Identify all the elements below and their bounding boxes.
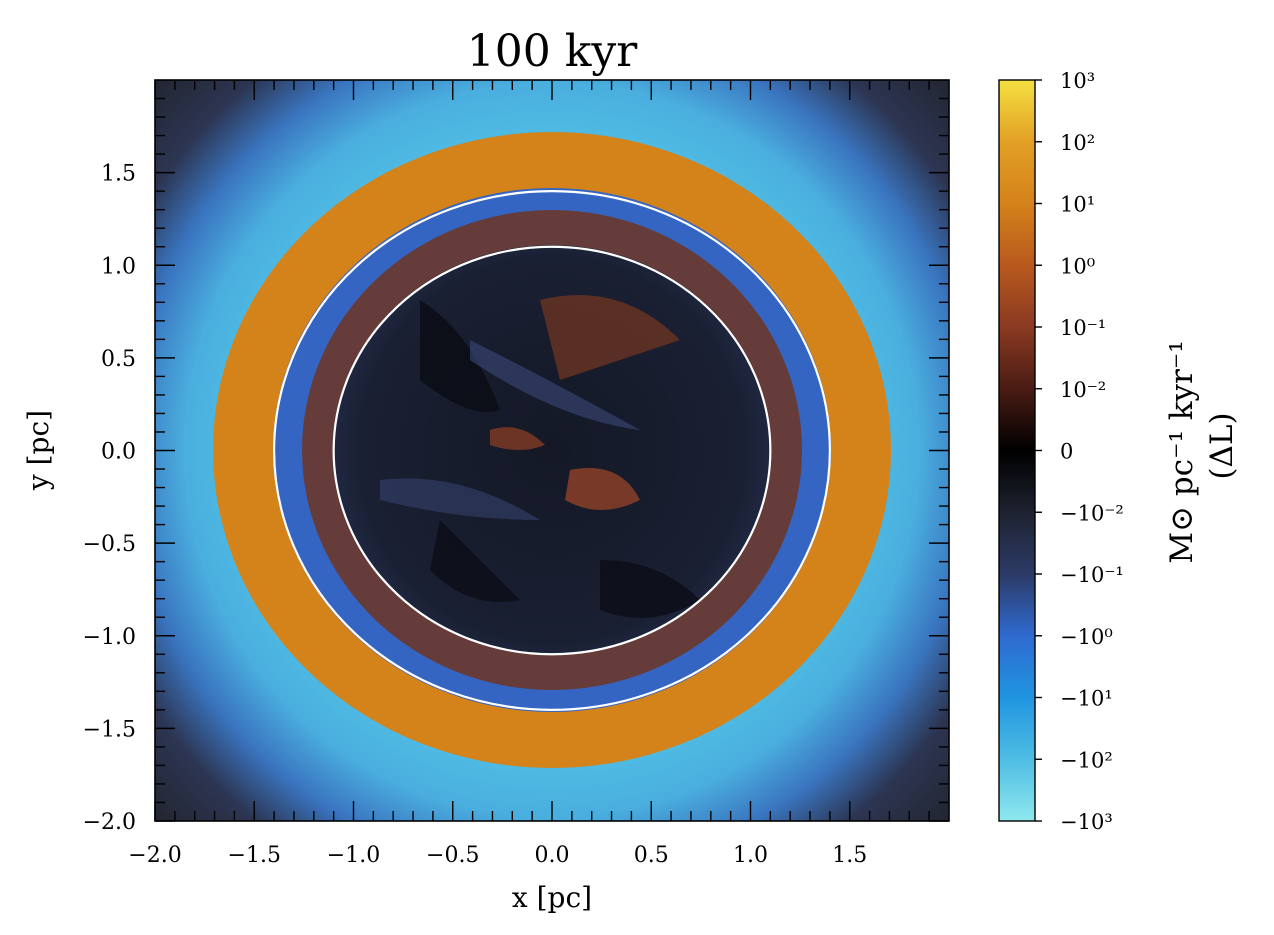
y-axis-label: y [pc]	[22, 410, 55, 491]
colorbar-tick-label: 10⁰	[1060, 254, 1095, 278]
colorbar-tick-label: 10⁻¹	[1060, 316, 1106, 340]
circle-overlay-1	[332, 245, 772, 656]
x-tick-label: 1.5	[832, 843, 867, 868]
x-tick-label: 0.5	[634, 843, 669, 868]
colorbar-tick-label: 0	[1060, 440, 1073, 464]
colorbar-tick-label: −10¹	[1060, 687, 1113, 711]
colorbar-tick-label: 10³	[1060, 69, 1095, 93]
colorbar-label-units: M⊙ pc⁻¹ kyr⁻¹	[1164, 340, 1200, 563]
y-axis-ticks: −2.0 −1.5 −1.0 −0.5 0.0 0.5 1.0 1.5	[83, 97, 949, 835]
heatmap-image	[155, 80, 949, 821]
y-tick-label: 0.5	[101, 347, 136, 372]
cavity-structure	[380, 295, 700, 618]
x-tick-label: −1.0	[327, 843, 380, 868]
colorbar	[998, 79, 1036, 822]
x-tick-label: −2.0	[128, 843, 181, 868]
circle-overlay-0	[273, 190, 831, 711]
y-tick-label: 1.5	[101, 162, 136, 187]
y-tick-label: −2.0	[83, 810, 136, 835]
colorbar-tick-label: −10⁻¹	[1060, 563, 1124, 587]
y-tick-label: 1.0	[101, 254, 136, 279]
y-tick-label: −1.5	[83, 717, 136, 742]
colorbar-tick-label: −10⁰	[1060, 625, 1113, 649]
x-axis-ticks: −2.0 −1.5 −1.0 −0.5 0.0 0.5 1.0 1.5	[128, 80, 930, 868]
chart-title: 100 kyr	[467, 26, 638, 77]
y-tick-label: −1.0	[83, 625, 136, 650]
y-tick-label: −0.5	[83, 532, 136, 557]
colorbar-ticks: 10³ 10² 10¹ 10⁰ 10⁻¹ 10⁻² 0 −10⁻² −10⁻¹ −10⁰ −10¹ −…	[1035, 69, 1124, 834]
y-tick-label: 0.0	[101, 440, 136, 465]
x-axis-label: x [pc]	[512, 881, 592, 914]
colorbar-tick-label: 10¹	[1060, 193, 1095, 217]
colorbar-label-delta-l: (ΔL)	[1204, 412, 1240, 479]
colorbar-tick-label: −10⁻²	[1060, 501, 1124, 525]
x-tick-label: 1.0	[733, 843, 768, 868]
x-tick-label: 0.0	[535, 843, 570, 868]
colorbar-tick-label: −10²	[1060, 748, 1113, 772]
colorbar-tick-label: 10²	[1060, 131, 1095, 155]
x-tick-label: −0.5	[426, 843, 479, 868]
colorbar-tick-label: −10³	[1060, 810, 1113, 834]
colorbar-tick-label: 10⁻²	[1060, 378, 1106, 402]
x-tick-label: −1.5	[228, 843, 281, 868]
circle-overlays	[273, 190, 831, 711]
